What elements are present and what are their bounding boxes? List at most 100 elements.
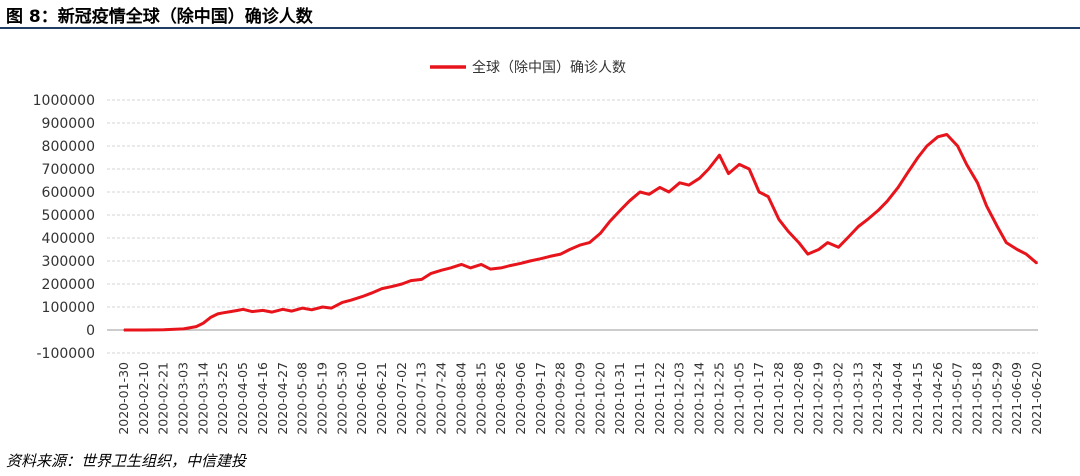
data-point — [1016, 248, 1018, 251]
data-point — [778, 218, 780, 221]
data-point — [707, 168, 710, 170]
data-point — [330, 307, 333, 309]
data-point — [321, 306, 324, 308]
data-point — [350, 299, 353, 301]
data-point — [209, 316, 212, 319]
x-tick-label: 2020-07-02 — [394, 362, 409, 435]
data-point — [202, 322, 205, 324]
x-tick-label: 2020-12-25 — [711, 362, 726, 435]
x-tick-label: 2020-06-21 — [374, 362, 389, 435]
x-tick-label: 2020-02-10 — [136, 362, 151, 435]
data-point — [469, 267, 472, 269]
gridlines — [107, 99, 1038, 354]
data-point — [449, 267, 452, 269]
data-point — [976, 182, 979, 184]
data-point — [619, 209, 621, 212]
x-tick-label: 2021-01-28 — [771, 362, 786, 435]
x-tick-label: 2021-04-26 — [930, 362, 945, 435]
data-point — [965, 163, 968, 166]
x-tick-label: 2020-04-27 — [275, 362, 290, 435]
x-tick-label: 2020-05-19 — [314, 362, 329, 435]
figure-title: 图 8：新冠疫情全球（除中国）确诊人数 — [6, 7, 313, 27]
x-tick-label: 2020-03-03 — [176, 362, 191, 435]
data-point — [727, 172, 730, 175]
x-tick-label: 2020-08-04 — [453, 362, 468, 435]
x-tick-label: 2020-06-10 — [354, 362, 369, 435]
x-tick-label: 2020-03-14 — [195, 362, 210, 435]
data-point — [996, 225, 999, 228]
data-point — [429, 272, 432, 275]
legend-label: 全球（除中国）确诊人数 — [472, 59, 626, 76]
x-tick-label: 2020-02-21 — [156, 362, 171, 435]
data-point — [222, 312, 224, 314]
y-tick-label: 200000 — [42, 277, 95, 293]
y-tick-label: 800000 — [42, 139, 95, 155]
data-point — [217, 313, 219, 315]
x-axis-tick-labels: 2020-01-30 2020-02-10 2020-02-21 2020-03-03… — [116, 362, 1044, 435]
data-point — [1036, 262, 1038, 265]
x-tick-label: 2021-05-29 — [989, 362, 1004, 435]
data-point — [917, 156, 919, 159]
data-point — [937, 136, 939, 138]
data-point — [229, 310, 232, 313]
y-tick-label: 100000 — [42, 300, 95, 316]
data-point — [568, 248, 571, 251]
data-point — [381, 287, 383, 290]
x-tick-label: 2021-03-13 — [850, 362, 865, 435]
x-tick-label: 2020-08-15 — [473, 362, 488, 435]
x-tick-label: 2020-09-17 — [533, 362, 548, 435]
data-point — [310, 309, 313, 311]
series-layer — [123, 133, 1038, 332]
data-point — [282, 308, 284, 311]
x-tick-label: 2020-11-22 — [652, 362, 667, 435]
data-point — [559, 253, 562, 255]
data-point — [738, 163, 741, 166]
data-point — [956, 145, 959, 147]
chart-area: -100000 0 100000 200000 300000 400000 500000 60… — [0, 30, 1080, 448]
data-point — [162, 329, 165, 331]
x-tick-label: 2021-02-19 — [811, 362, 826, 435]
data-point — [579, 244, 582, 246]
x-tick-label: 2021-05-18 — [969, 362, 984, 435]
x-tick-label: 2020-05-30 — [334, 362, 349, 435]
data-point — [926, 145, 928, 147]
x-tick-label: 2020-05-08 — [295, 362, 310, 435]
x-tick-label: 2020-09-06 — [513, 362, 528, 435]
data-point — [787, 230, 789, 232]
data-point — [341, 301, 344, 304]
y-tick-label: 700000 — [42, 162, 95, 178]
data-point — [370, 292, 373, 295]
data-point — [748, 168, 750, 170]
x-tick-label: 2020-07-13 — [414, 362, 429, 435]
data-point — [648, 193, 650, 196]
data-point — [420, 278, 423, 281]
data-point — [540, 257, 542, 260]
x-tick-label: 2021-03-02 — [831, 362, 846, 435]
x-tick-label: 2020-04-05 — [235, 362, 250, 435]
data-point — [608, 221, 611, 223]
data-point — [798, 241, 800, 244]
x-tick-label: 2021-06-20 — [1029, 362, 1044, 435]
x-tick-label: 2020-11-11 — [632, 362, 647, 435]
source-note: 资料来源：世界卫生组织，中信建投 — [6, 452, 247, 470]
data-point — [509, 264, 511, 267]
y-tick-label: 300000 — [42, 254, 95, 270]
data-point — [143, 329, 145, 331]
y-axis-tick-labels: -100000 0 100000 200000 300000 400000 500000 60… — [33, 93, 95, 362]
y-tick-label: 0 — [86, 323, 95, 339]
data-point — [985, 205, 988, 207]
data-point — [877, 209, 879, 212]
data-point — [182, 328, 185, 330]
line-chart: -100000 0 100000 200000 300000 400000 500000 60… — [33, 59, 1044, 435]
x-tick-label: 2021-01-17 — [751, 362, 766, 435]
data-point — [698, 177, 701, 179]
y-tick-label: 400000 — [42, 231, 95, 247]
x-tick-label: 2021-05-07 — [950, 362, 965, 435]
data-point — [678, 182, 681, 184]
data-point — [688, 184, 690, 186]
data-point — [549, 255, 551, 258]
data-point — [659, 186, 661, 189]
x-tick-label: 2021-06-09 — [1009, 362, 1024, 435]
x-tick-label: 2020-03-25 — [215, 362, 230, 435]
data-point — [767, 195, 769, 198]
